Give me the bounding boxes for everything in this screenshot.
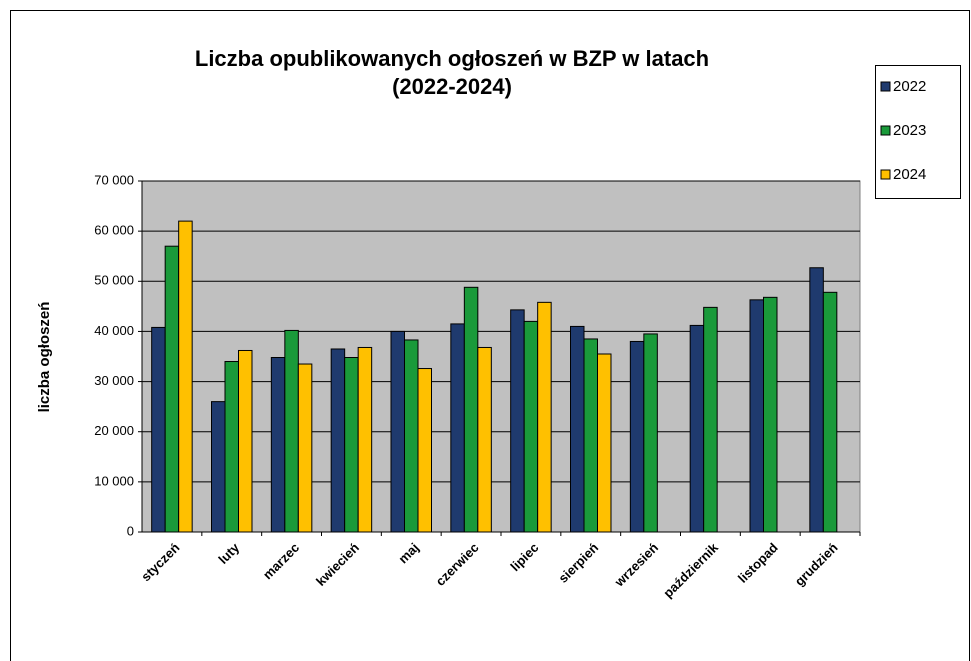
bar (344, 357, 359, 533)
bar (284, 329, 299, 533)
legend-label: 2022 (893, 78, 926, 95)
bar (178, 220, 193, 533)
legend-swatch (880, 125, 891, 136)
y-tick-label: 40 000 (94, 323, 134, 338)
y-axis-title: liczba ogłoszeń (36, 302, 53, 413)
bar (390, 330, 405, 533)
bar (330, 348, 346, 533)
bar (463, 286, 479, 533)
chart-title: (2022-2024) (392, 74, 512, 99)
legend-label: 2024 (893, 166, 926, 183)
y-tick-label: 10 000 (94, 473, 134, 488)
bar (809, 267, 824, 533)
bar (450, 323, 465, 533)
plot-area (141, 180, 861, 533)
y-tick-label: 30 000 (94, 373, 134, 388)
bar (749, 299, 764, 533)
bar (597, 353, 612, 533)
bar (477, 346, 492, 533)
legend-label: 2023 (893, 122, 926, 139)
bar (357, 346, 373, 533)
y-tick-label: 20 000 (94, 423, 134, 438)
bar (510, 309, 525, 533)
bar (164, 245, 180, 533)
legend-swatch (880, 81, 891, 92)
bar (270, 357, 286, 533)
bar (763, 296, 778, 533)
bar (523, 320, 539, 533)
bar (629, 340, 645, 533)
y-tick-label: 70 000 (94, 172, 134, 187)
bar (417, 368, 432, 533)
bar (151, 326, 166, 533)
y-tick-label: 50 000 (94, 273, 134, 288)
legend-swatch (880, 169, 891, 180)
bar (583, 338, 598, 533)
bar (570, 325, 585, 533)
bar (238, 349, 253, 533)
bar (703, 306, 718, 533)
bar (404, 339, 419, 533)
chart-title: Liczba opublikowanych ogłoszeń w BZP w l… (195, 46, 709, 71)
y-tick-label: 0 (127, 523, 134, 538)
bar (224, 361, 239, 533)
bar (537, 301, 552, 533)
bar (643, 333, 658, 533)
bar (689, 324, 705, 533)
bar (822, 291, 838, 533)
bar (211, 401, 226, 533)
y-tick-label: 60 000 (94, 223, 134, 238)
bar (297, 363, 313, 533)
